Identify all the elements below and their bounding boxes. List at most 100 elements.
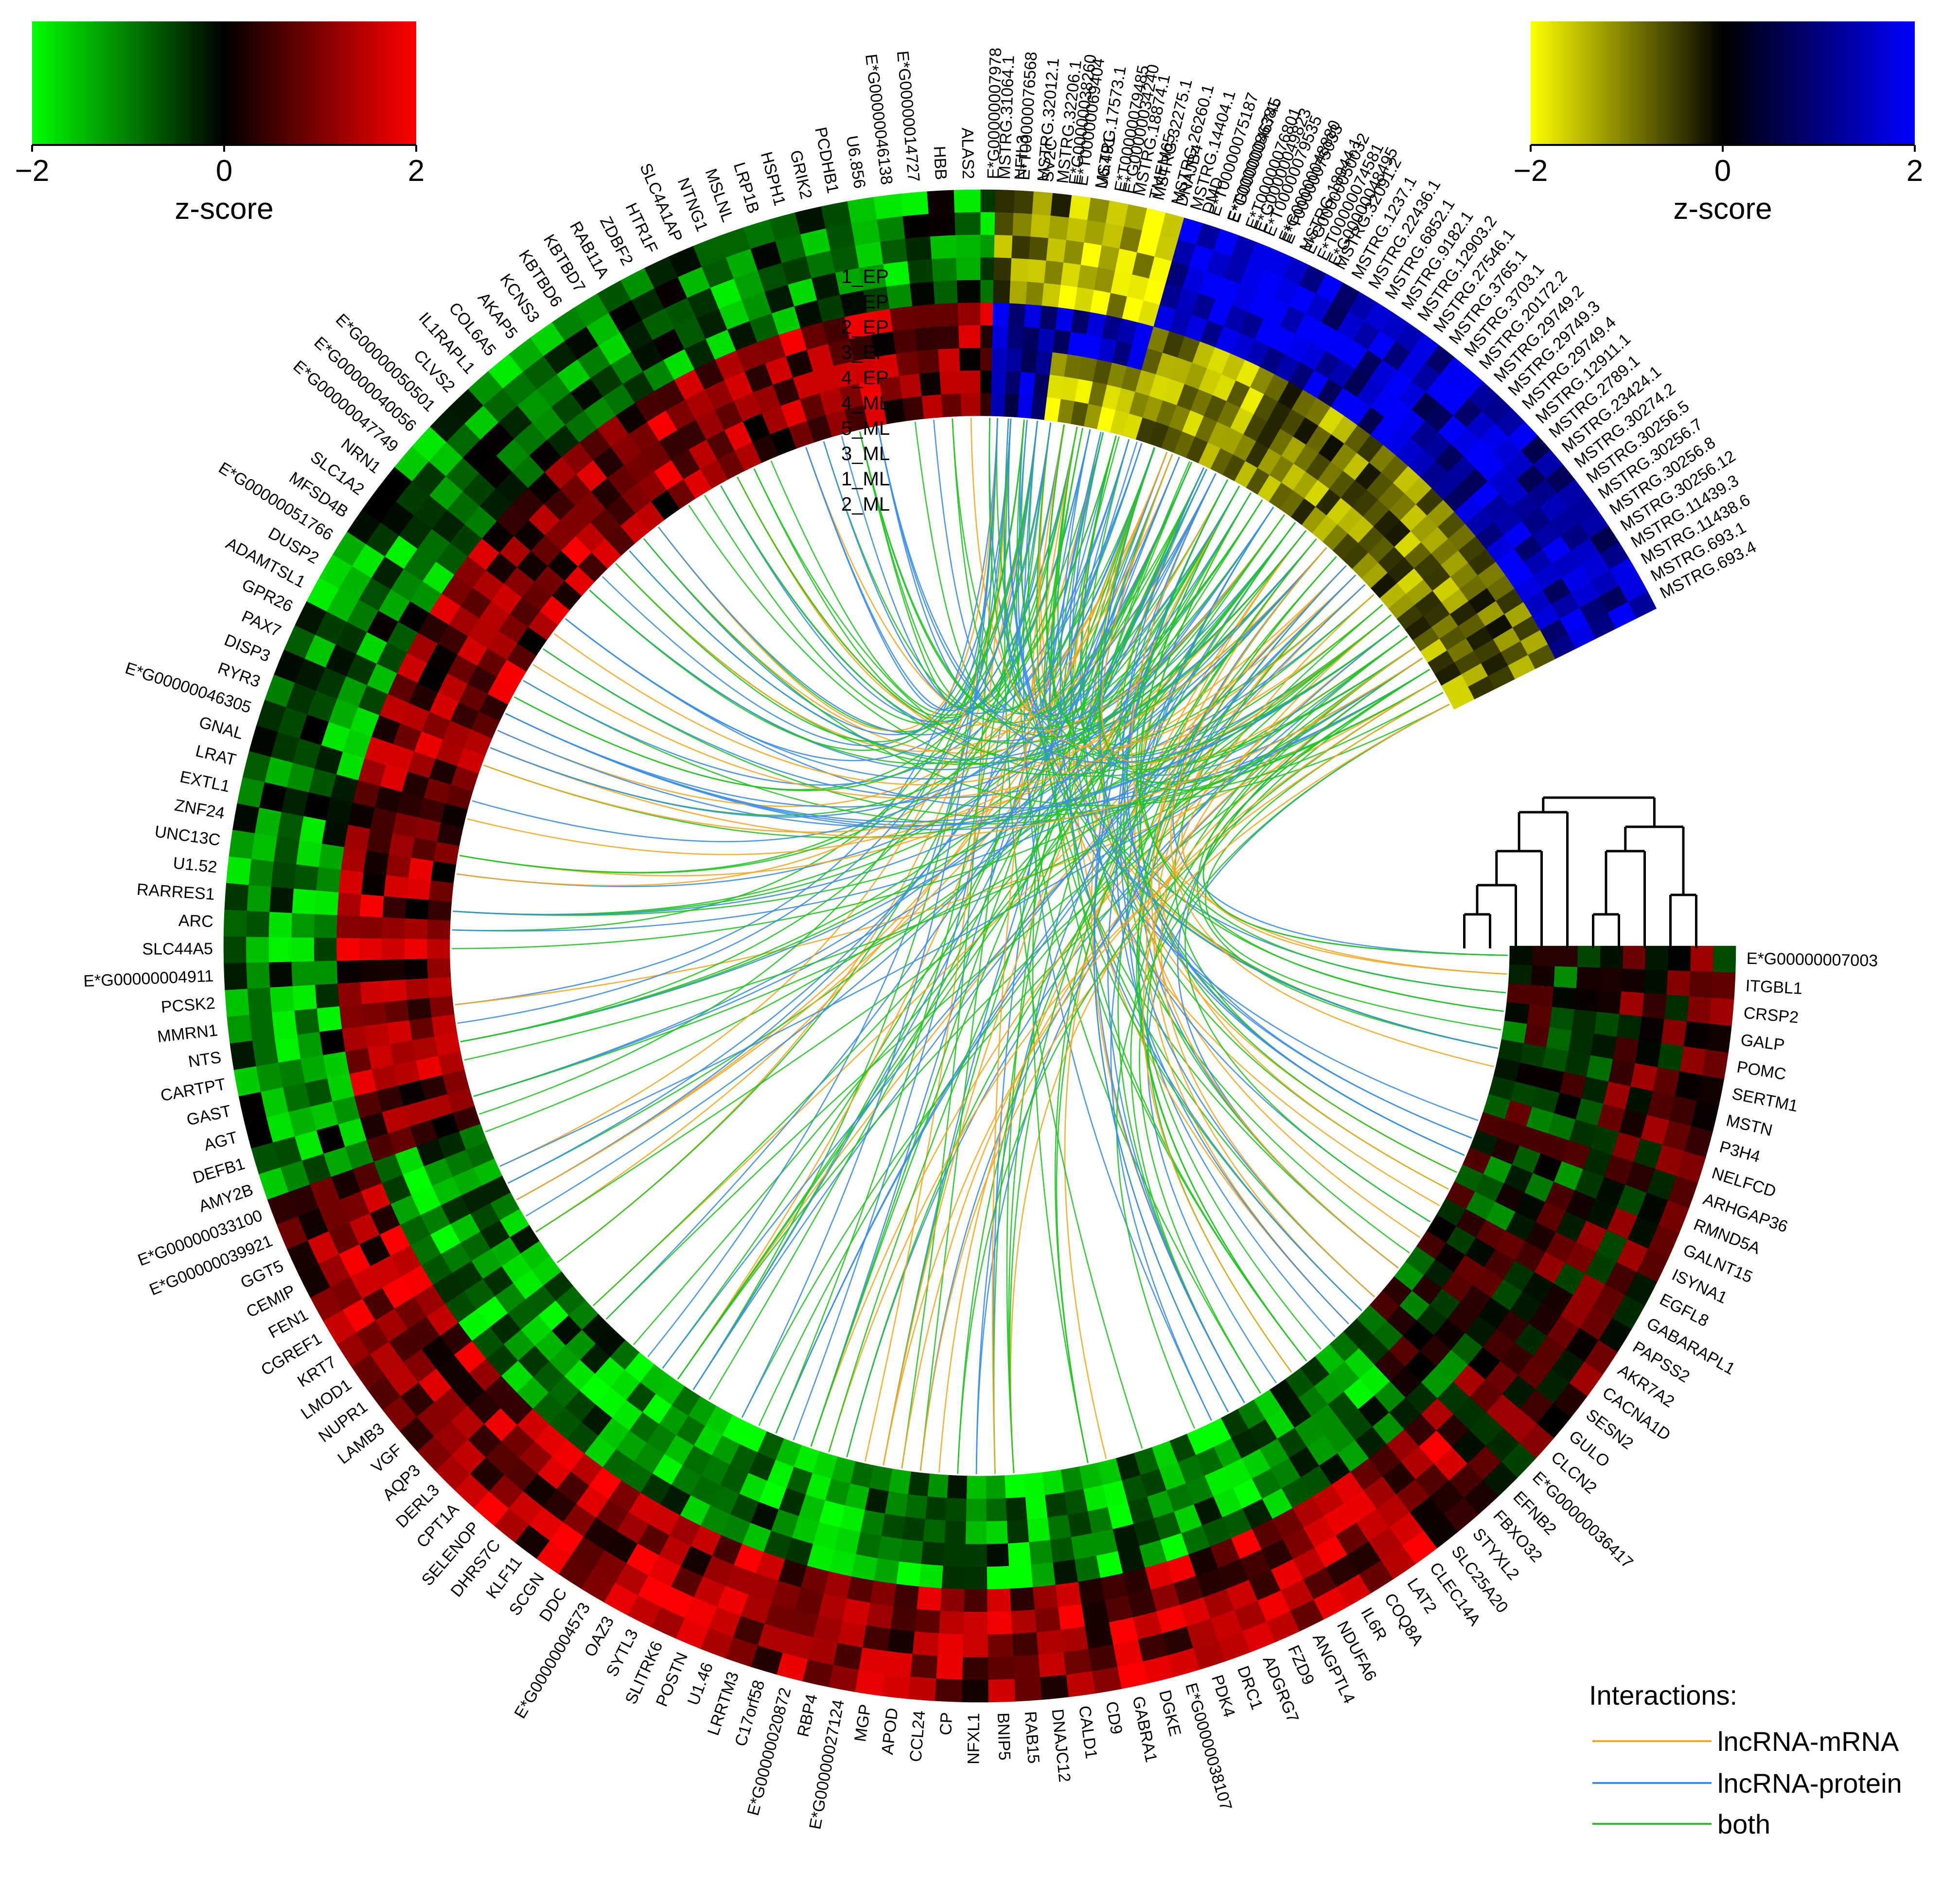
mrna-heatmap-cell xyxy=(338,869,364,894)
mrna-heatmap-cell xyxy=(1683,1021,1710,1050)
mrna-heatmap-cell xyxy=(918,1563,943,1588)
interaction-link xyxy=(1184,658,1430,1223)
interaction-link xyxy=(1043,428,1192,716)
mrna-heatmap-cell xyxy=(869,1580,897,1606)
mrna-heatmap-cell xyxy=(1010,1609,1037,1634)
interaction-link xyxy=(692,565,1347,1390)
interaction-link xyxy=(677,499,1263,1380)
mrna-heatmap-cell xyxy=(292,888,317,914)
lncrna-heatmap-cell xyxy=(995,190,1015,214)
interaction-link xyxy=(741,418,998,1418)
mrna-heatmap-cell xyxy=(921,394,943,419)
lncrna-heatmap-cell xyxy=(1022,326,1040,351)
mrna-heatmap-cell xyxy=(278,1058,306,1087)
mrna-heatmap-cell xyxy=(927,190,955,214)
mrna-heatmap-cell xyxy=(341,847,367,873)
mrna-heatmap-cell xyxy=(936,325,960,350)
lncrna-heatmap-cell xyxy=(1448,686,1475,710)
mrna-heatmap-cell xyxy=(1701,1049,1729,1080)
mrna-heatmap-cell xyxy=(935,1678,963,1702)
interaction-link xyxy=(490,485,1240,818)
lncrna-heatmap-cell xyxy=(1009,281,1028,305)
mrna-heatmap-cell xyxy=(1100,1573,1128,1601)
mrna-heatmap-cell xyxy=(428,977,453,998)
interaction-link xyxy=(1059,429,1362,1311)
mrna-heatmap-cell xyxy=(965,1521,987,1544)
mrna-heatmap-cell xyxy=(429,880,454,902)
lncrna-scale-bar: −2 0 2 z-score xyxy=(1514,21,1923,226)
interaction-link xyxy=(805,447,1285,734)
mrna-heatmap-cell xyxy=(1504,1002,1530,1024)
mrna-heatmap-cell xyxy=(889,306,915,332)
mrna-heatmap-cell xyxy=(1064,1488,1088,1515)
mrna-heatmap-cell xyxy=(1596,990,1622,1015)
interaction-link xyxy=(737,457,1180,727)
interaction-link xyxy=(1174,574,1465,1156)
mrna-heatmap-cell xyxy=(1709,998,1734,1027)
interaction-link xyxy=(455,680,1437,1006)
sample-label: 1_ML xyxy=(841,468,890,490)
mrna-heatmap-cell xyxy=(1081,1600,1109,1627)
mrna-heatmap-cell xyxy=(1006,1519,1029,1544)
interaction-link xyxy=(1197,646,1498,1049)
lncrna-heatmap-cell xyxy=(1006,348,1023,373)
mrna-heatmap-cell xyxy=(1058,1604,1085,1630)
interaction-link xyxy=(1072,435,1349,1324)
mrna-heatmap-cell xyxy=(359,916,383,939)
mrna-heatmap-cell xyxy=(847,196,878,224)
lncrna-heatmap-cell xyxy=(1005,371,1021,395)
mrna-scale-bar: −2 0 2 z-score xyxy=(15,21,424,226)
interaction-link xyxy=(456,499,1263,888)
interaction-link xyxy=(1006,447,1155,1473)
mrna-heatmap-cell xyxy=(246,936,269,963)
mrna-heatmap-cell xyxy=(269,886,294,913)
mrna-heatmap-cell xyxy=(274,836,300,865)
mrna-heatmap-cell xyxy=(1657,1043,1684,1072)
mrna-heatmap-cell xyxy=(405,978,430,1000)
interaction-link xyxy=(1116,704,1450,1429)
mrna-heatmap-cell xyxy=(294,864,319,891)
gene-label: U6.856 xyxy=(842,134,869,190)
mrna-heatmap-cell xyxy=(986,1475,1006,1499)
mrna-heatmap-cell xyxy=(1042,1469,1064,1495)
mrna-heatmap-cell xyxy=(314,960,338,985)
mrna-heatmap-cell xyxy=(1065,1671,1095,1697)
mrna-heatmap-cell xyxy=(958,325,981,349)
mrna-heatmap-cell xyxy=(910,1654,938,1679)
mrna-heatmap-cell xyxy=(1660,1018,1687,1047)
interaction-link xyxy=(1202,669,1508,956)
mrna-heatmap-cell xyxy=(382,938,405,960)
mrna-heatmap-cell xyxy=(247,987,272,1015)
mrna-heatmap-cell xyxy=(987,1633,1013,1657)
mrna-heatmap-cell xyxy=(1666,970,1691,997)
mrna-heatmap-cell xyxy=(299,816,326,844)
lncrna-heatmap-cell xyxy=(1046,238,1067,263)
mrna-heatmap-cell xyxy=(1025,1495,1048,1520)
mrna-heatmap-cell xyxy=(345,1047,372,1074)
lncrna-heatmap-cell xyxy=(991,370,1006,394)
interaction-link xyxy=(532,574,1357,800)
mrna-heatmap-cell xyxy=(1032,1585,1059,1610)
mrna-heatmap-cell xyxy=(987,1566,1010,1589)
mrna-heatmap-cell xyxy=(923,1518,946,1543)
mrna-heatmap-cell xyxy=(928,213,956,237)
lncrna-heatmap-cell xyxy=(992,303,1010,326)
mrna-heatmap-cell xyxy=(384,999,410,1023)
gene-label: P3H4 xyxy=(1717,1138,1762,1166)
mrna-heatmap-cell xyxy=(877,1535,902,1562)
lncrna-heatmap-cell xyxy=(991,348,1008,372)
mrna-heatmap-cell xyxy=(851,219,881,246)
mrna-heatmap-cell xyxy=(300,1054,328,1083)
gene-label: DEFB1 xyxy=(191,1155,247,1188)
mrna-heatmap-cell xyxy=(944,1520,966,1544)
mrna-heatmap-cell xyxy=(1641,993,1667,1019)
mrna-heatmap-cell xyxy=(892,328,918,354)
mrna-heatmap-cell xyxy=(314,913,338,938)
interaction-link xyxy=(483,614,1392,838)
lncrna-heatmap-cell xyxy=(1042,283,1061,308)
mrna-heatmap-cell xyxy=(1621,968,1645,994)
mrna-heatmap-cell xyxy=(1638,1016,1664,1044)
interaction-link xyxy=(460,538,1317,1043)
mrna-heatmap-cell xyxy=(986,1497,1007,1522)
mrna-heatmap-cell xyxy=(272,1010,298,1038)
